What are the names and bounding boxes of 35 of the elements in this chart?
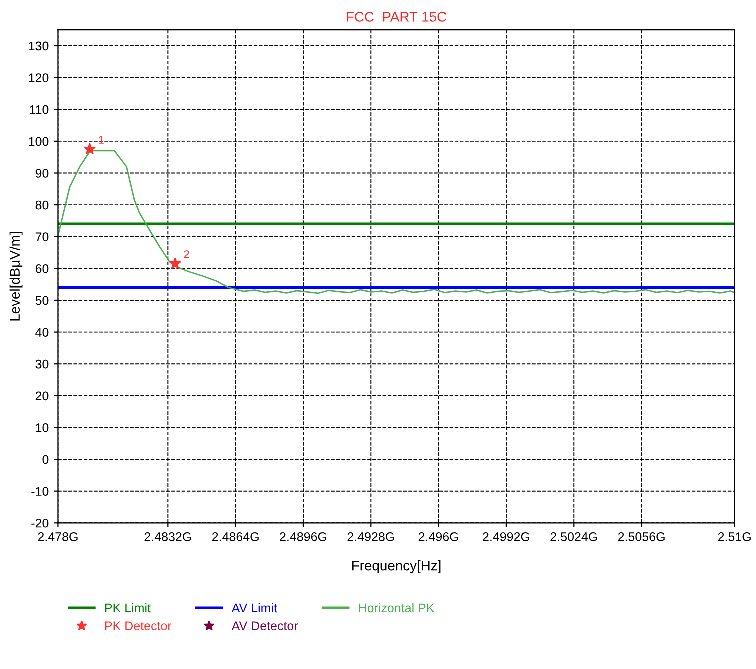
annotation: 2 [184, 250, 190, 258]
x-tick-label: 2.51G [718, 532, 751, 542]
y-tick-label: -10 [32, 487, 49, 496]
y-tick-label: 20 [36, 392, 49, 401]
y-tick-label: 60 [36, 264, 49, 274]
x-tick-label: 2.4896G [280, 532, 327, 542]
y-tick-label: 100 [29, 137, 49, 146]
y-tick-label: 130 [29, 42, 49, 51]
x-axis-title: Frequency[Hz] [352, 560, 441, 574]
y-tick-label: 30 [36, 360, 49, 369]
y-tick-label: 50 [36, 296, 49, 306]
y-tick-label: 90 [36, 169, 49, 178]
legend-label: AV Detector [232, 622, 298, 631]
x-tick-label: 2.5024G [550, 532, 598, 542]
x-tick-label: 2.4992G [483, 532, 530, 542]
legend-label: PK Detector [105, 622, 172, 631]
x-tick-label: 2.4832G [144, 532, 192, 542]
y-tick-label: 0 [42, 455, 49, 464]
legend-label: Horizontal PK [359, 603, 435, 613]
y-axis-title: Level[dBμV/m] [10, 232, 23, 321]
x-tick-label: 2.496G [418, 532, 458, 542]
legend-label: AV Limit [232, 603, 278, 613]
y-tick-label: 110 [30, 105, 49, 114]
y-tick-label: 70 [36, 232, 49, 242]
y-tick-label: 40 [36, 328, 49, 337]
x-tick-label: 2.5056G [618, 532, 665, 542]
y-tick-label: 80 [36, 200, 49, 210]
x-tick-label: 2.4928G [348, 532, 394, 542]
chart-title: FCC PART 15C [347, 12, 447, 22]
y-tick-label: -20 [32, 518, 49, 528]
legend-label: PK Limit [105, 603, 151, 613]
x-tick-label: 2.4864G [212, 532, 259, 542]
y-tick-label: 10 [36, 424, 49, 432]
x-tick-label: 2.478G [38, 532, 78, 542]
y-tick-label: 120 [29, 74, 49, 82]
